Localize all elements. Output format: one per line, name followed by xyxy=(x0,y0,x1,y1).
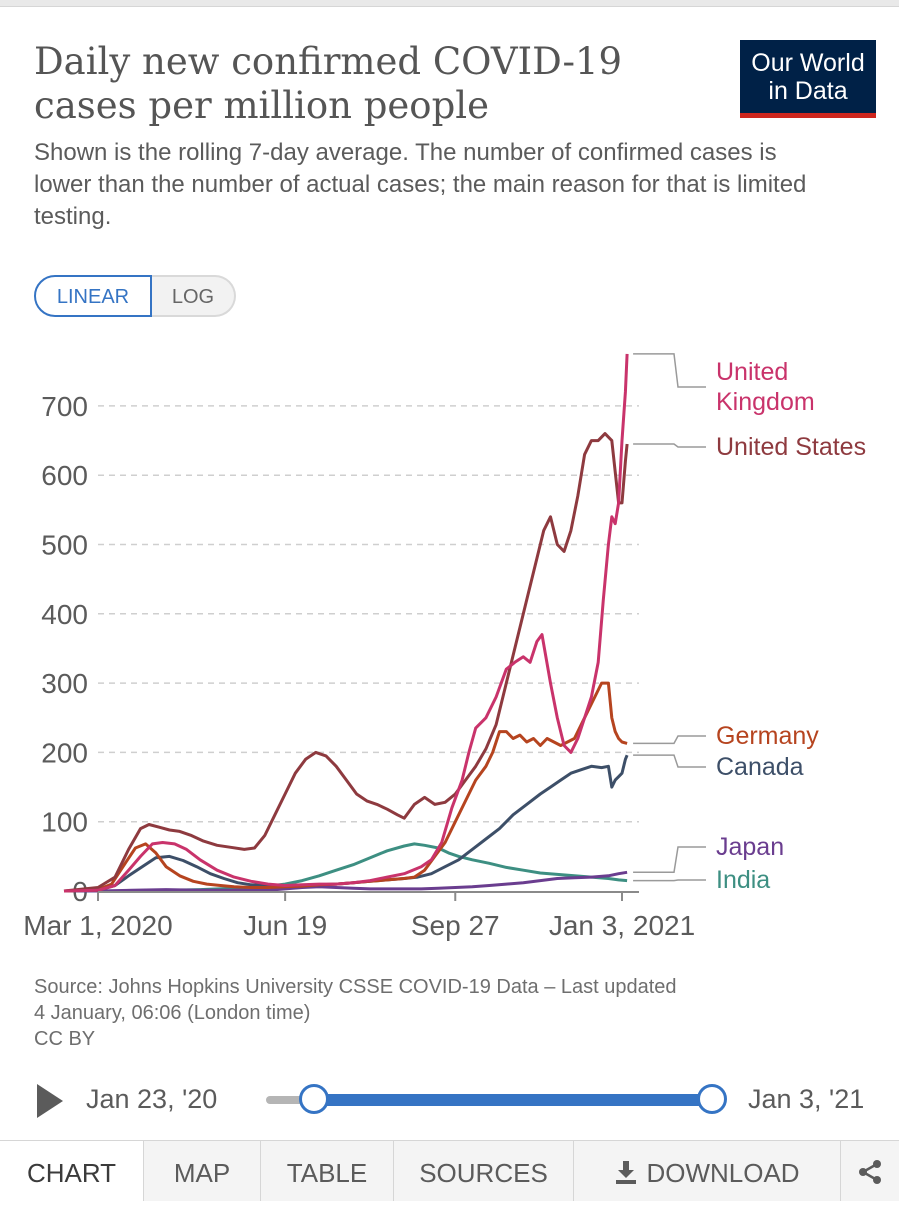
play-icon[interactable] xyxy=(37,1084,63,1118)
log-scale-button[interactable]: LOG xyxy=(152,275,236,317)
top-rule xyxy=(0,0,899,7)
scale-toggle: LINEAR LOG xyxy=(34,275,236,317)
y-tick-label: 200 xyxy=(41,737,88,768)
series-line-japan[interactable] xyxy=(64,870,628,893)
timeline: Jan 23, '20 Jan 3, '21 xyxy=(0,1070,899,1130)
logo-line-1: Our World xyxy=(751,49,865,77)
y-tick-label: 500 xyxy=(41,530,88,561)
timeline-start-handle[interactable] xyxy=(299,1084,329,1114)
timeline-start-label: Jan 23, '20 xyxy=(86,1084,218,1114)
series-line-united-kingdom[interactable] xyxy=(63,353,629,893)
share-icon xyxy=(859,1160,881,1185)
legend-connector xyxy=(633,754,706,768)
legend-label-germany[interactable]: Germany xyxy=(716,722,819,750)
timeline-end-handle[interactable] xyxy=(697,1084,727,1114)
timeline-selected-range[interactable] xyxy=(314,1094,712,1106)
chart-subtitle: Shown is the rolling 7-day average. The … xyxy=(34,139,807,230)
owid-logo[interactable]: Our World in Data xyxy=(740,40,876,118)
y-tick-label: 700 xyxy=(41,391,88,422)
x-tick-label: Mar 1, 2020 xyxy=(23,910,172,941)
tab-map[interactable]: MAP xyxy=(144,1141,261,1201)
legend-label-united-kingdom[interactable]: United xyxy=(716,358,788,386)
legend-connector xyxy=(633,846,706,874)
x-tick-label: Jan 3, 2021 xyxy=(549,910,695,941)
logo-accent-bar xyxy=(740,113,876,118)
legend-label-united-states[interactable]: United States xyxy=(716,433,866,461)
license-link[interactable]: CC BY xyxy=(34,1028,96,1050)
x-tick-label: Jun 19 xyxy=(243,910,327,941)
linear-scale-button[interactable]: LINEAR xyxy=(34,275,152,317)
series-line-united-states[interactable] xyxy=(63,432,629,893)
chart-title: Daily new confirmed COVID-19 cases per m… xyxy=(34,40,623,127)
series-line-germany[interactable] xyxy=(63,681,628,893)
legend-connector xyxy=(633,735,706,745)
tab-chart[interactable]: CHART xyxy=(0,1141,144,1201)
legend-label-japan[interactable]: Japan xyxy=(716,833,784,861)
tab-share[interactable] xyxy=(841,1141,899,1201)
y-tick-label: 400 xyxy=(41,599,88,630)
x-tick-label: Sep 27 xyxy=(411,910,500,941)
source-line-1[interactable]: Source: Johns Hopkins University CSSE CO… xyxy=(34,976,677,998)
download-icon xyxy=(616,1161,637,1185)
series-layer xyxy=(63,353,629,893)
tab-sources[interactable]: SOURCES xyxy=(394,1141,574,1201)
tab-bar: CHART MAP TABLE SOURCES DOWNLOAD xyxy=(0,1140,899,1201)
source-line-2: 4 January, 06:06 (London time) xyxy=(34,1002,311,1024)
y-tick-label: 100 xyxy=(41,807,88,838)
legend-connector xyxy=(633,353,706,388)
x-axis: Mar 1, 2020 Jun 19 Sep 27 Jan 3, 2021 xyxy=(23,891,695,941)
y-tick-label: 300 xyxy=(41,668,88,699)
legend-label-india[interactable]: India xyxy=(716,866,770,894)
legend-connector xyxy=(633,443,706,448)
timeline-end-label: Jan 3, '21 xyxy=(748,1084,865,1114)
source-note: Source: Johns Hopkins University CSSE CO… xyxy=(34,974,854,1052)
legend-connector xyxy=(633,879,706,882)
series-line-canada[interactable] xyxy=(63,754,629,893)
legend-label-canada[interactable]: Canada xyxy=(716,753,804,781)
legend-label-united-kingdom[interactable]: Kingdom xyxy=(716,388,815,416)
tab-download-label: DOWNLOAD xyxy=(646,1158,800,1188)
y-tick-label: 600 xyxy=(41,460,88,491)
tab-table[interactable]: TABLE xyxy=(261,1141,394,1201)
logo-line-2: in Data xyxy=(768,77,848,105)
tab-download[interactable]: DOWNLOAD xyxy=(574,1141,841,1201)
